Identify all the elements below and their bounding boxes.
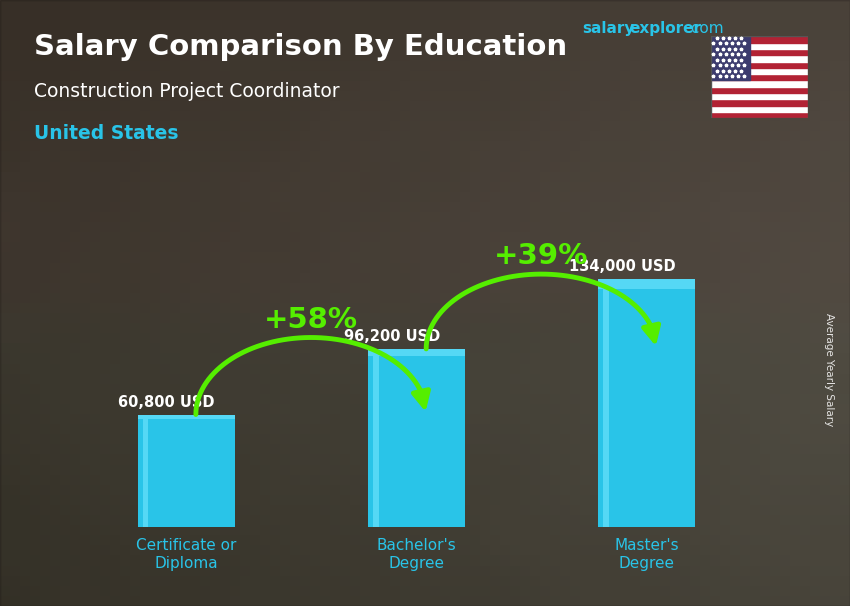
Bar xyxy=(711,49,808,55)
Text: +39%: +39% xyxy=(494,242,588,270)
Bar xyxy=(138,415,235,527)
Text: 96,200 USD: 96,200 USD xyxy=(344,329,440,344)
Bar xyxy=(598,279,695,527)
Bar xyxy=(711,42,808,49)
Bar xyxy=(711,36,750,81)
Bar xyxy=(138,415,235,419)
Bar xyxy=(711,81,808,87)
Bar xyxy=(373,349,379,527)
Bar xyxy=(711,55,808,62)
Bar xyxy=(368,349,465,356)
Bar xyxy=(711,62,808,68)
Text: Average Yearly Salary: Average Yearly Salary xyxy=(824,313,834,426)
Bar xyxy=(604,279,609,527)
Bar xyxy=(454,349,461,527)
Bar xyxy=(711,68,808,74)
Bar xyxy=(711,74,808,81)
Bar xyxy=(368,349,465,527)
Bar xyxy=(711,105,808,112)
Text: 134,000 USD: 134,000 USD xyxy=(570,259,676,274)
Bar xyxy=(684,279,691,527)
Bar xyxy=(711,36,808,42)
Bar xyxy=(598,279,695,289)
Text: Construction Project Coordinator: Construction Project Coordinator xyxy=(34,82,340,101)
Bar xyxy=(224,415,230,527)
Text: 60,800 USD: 60,800 USD xyxy=(118,395,215,410)
Text: United States: United States xyxy=(34,124,178,143)
Text: .com: .com xyxy=(686,21,723,36)
Text: Salary Comparison By Education: Salary Comparison By Education xyxy=(34,33,567,61)
Text: +58%: +58% xyxy=(264,306,358,334)
Bar xyxy=(143,415,149,527)
Text: explorer: explorer xyxy=(630,21,702,36)
Bar xyxy=(711,93,808,99)
Bar xyxy=(711,87,808,93)
Bar xyxy=(711,112,808,118)
Bar xyxy=(711,99,808,105)
Text: salary: salary xyxy=(582,21,635,36)
